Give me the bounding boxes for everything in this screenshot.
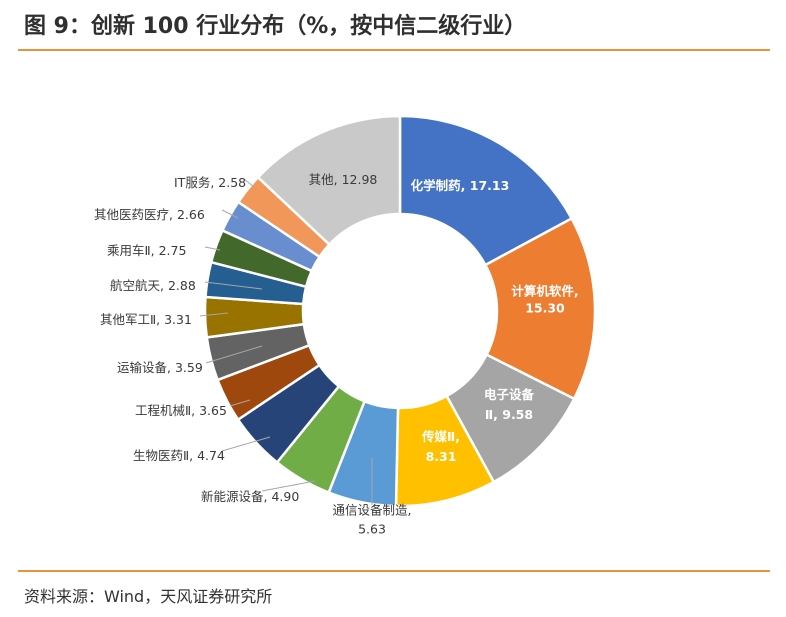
data-label-line: 化学制药, 17.13 bbox=[411, 178, 510, 193]
data-label-line: IT服务, 2.58 bbox=[174, 175, 246, 190]
data-label-line: 乘用车Ⅱ, 2.75 bbox=[107, 243, 186, 258]
data-label-9: 其他军工Ⅱ, 3.31 bbox=[100, 312, 192, 327]
data-label-4: 通信设备制造, 5.63 bbox=[333, 503, 412, 537]
slice-14 bbox=[256, 114, 402, 247]
data-label-line: 通信设备制造, bbox=[333, 503, 412, 518]
data-label-line: 工程机械Ⅱ, 3.65 bbox=[135, 403, 227, 418]
leader-line-6 bbox=[221, 436, 271, 452]
title-divider bbox=[18, 49, 770, 51]
data-label-line: 计算机软件, bbox=[511, 284, 578, 299]
data-label-line: 电子设备 bbox=[484, 387, 535, 402]
data-label-11: 乘用车Ⅱ, 2.75 bbox=[107, 243, 186, 258]
leader-line-10 bbox=[204, 281, 263, 290]
leader-line-9 bbox=[199, 312, 229, 317]
data-label-2: 电子设备 Ⅱ, 9.58 bbox=[484, 387, 535, 422]
slice-1 bbox=[483, 216, 597, 401]
data-label-12: 其他医药医疗, 2.66 bbox=[94, 207, 205, 222]
data-label-line: Ⅱ, 9.58 bbox=[485, 407, 533, 422]
chart-title: 图 9：创新 100 行业分布（%，按中信二级行业） bbox=[24, 14, 527, 39]
data-label-8: 运输设备, 3.59 bbox=[117, 360, 203, 375]
data-label-0: 化学制药, 17.13 bbox=[411, 178, 510, 193]
data-label-1: 计算机软件, 15.30 bbox=[511, 284, 578, 316]
data-label-line: 15.30 bbox=[525, 301, 565, 316]
data-label-5: 新能源设备, 4.90 bbox=[201, 489, 299, 504]
data-label-line: 新能源设备, 4.90 bbox=[201, 489, 299, 504]
data-label-line: 生物医药Ⅱ, 4.74 bbox=[133, 448, 225, 463]
data-label-line: 航空航天, 2.88 bbox=[110, 278, 196, 293]
data-label-line: 其他医药医疗, 2.66 bbox=[94, 207, 205, 222]
data-label-13: IT服务, 2.58 bbox=[174, 175, 246, 190]
data-label-line: 5.63 bbox=[358, 522, 386, 537]
data-label-line: 8.31 bbox=[426, 449, 457, 464]
data-label-line: 传媒Ⅱ, bbox=[421, 429, 460, 444]
leader-line-7 bbox=[229, 399, 251, 407]
leader-line-11 bbox=[204, 246, 221, 251]
leader-line-8 bbox=[205, 345, 263, 364]
data-label-10: 航空航天, 2.88 bbox=[110, 278, 196, 293]
source-divider bbox=[18, 570, 770, 572]
source-note: 资料来源：Wind，天风证券研究所 bbox=[24, 587, 273, 606]
data-label-6: 生物医药Ⅱ, 4.74 bbox=[133, 448, 225, 463]
data-label-7: 工程机械Ⅱ, 3.65 bbox=[135, 403, 227, 418]
data-label-line: 其他军工Ⅱ, 3.31 bbox=[100, 312, 192, 327]
leader-line-12 bbox=[221, 209, 239, 219]
leader-line-13 bbox=[243, 178, 255, 188]
data-label-line: 运输设备, 3.59 bbox=[117, 360, 203, 375]
data-label-14: 其他, 12.98 bbox=[309, 172, 378, 187]
slice-0 bbox=[398, 114, 574, 267]
data-label-line: 其他, 12.98 bbox=[309, 172, 378, 187]
leader-line-5 bbox=[261, 480, 316, 492]
data-label-3: 传媒Ⅱ, 8.31 bbox=[421, 429, 460, 464]
